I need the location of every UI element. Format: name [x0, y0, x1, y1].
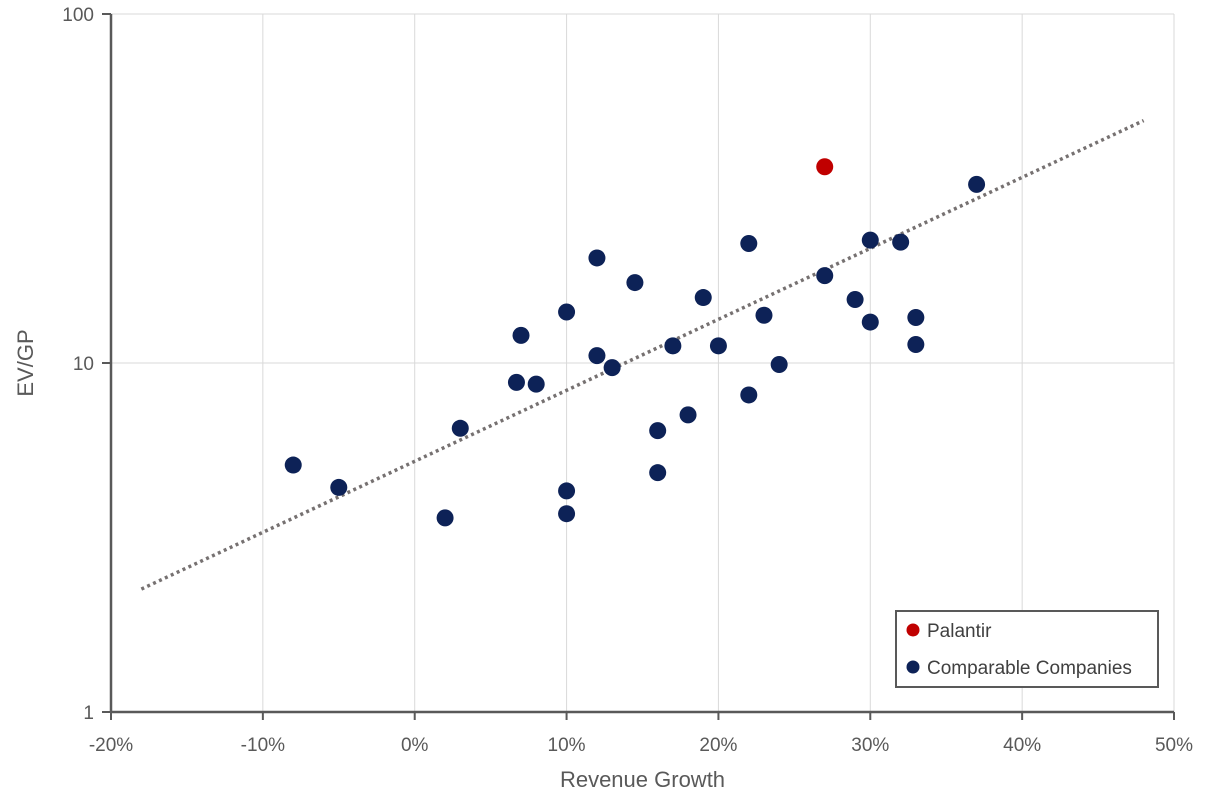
x-tick-label: 50%: [1155, 735, 1193, 756]
comparable-company-point: [892, 233, 910, 251]
comparable-company-point: [816, 267, 834, 285]
x-tick-label: -10%: [241, 735, 285, 756]
legend-marker-palantir: [906, 623, 920, 637]
comparable-company-point: [755, 306, 773, 324]
x-axis-title: Revenue Growth: [560, 767, 725, 792]
comparable-company-point: [709, 337, 727, 355]
x-tick-label: 0%: [401, 735, 429, 756]
x-tick-label: 10%: [548, 735, 586, 756]
comparable-company-point: [664, 337, 682, 355]
x-tick-label: -20%: [89, 735, 133, 756]
y-axis-title: EV/GP: [13, 329, 38, 396]
tick-labels: -20% -10% 0% 10% 20% 30% 40% 50% 1 10 100: [62, 5, 1193, 756]
comparable-company-point: [679, 406, 697, 424]
comparable-company-point: [603, 359, 621, 377]
comparable-company-point: [770, 356, 788, 374]
trendline: [140, 118, 1145, 591]
comparable-company-point: [740, 234, 758, 252]
comparable-company-point: [436, 509, 454, 527]
axes: [102, 13, 1175, 720]
comparable-company-point: [588, 347, 606, 365]
comparable-company-point: [284, 456, 302, 474]
x-tick-label: 40%: [1003, 735, 1041, 756]
comparable-company-point: [588, 249, 606, 267]
comparable-company-point: [330, 478, 348, 496]
legend-label-palantir: Palantir: [927, 621, 992, 642]
comparable-company-point: [527, 375, 545, 393]
gridlines: [111, 13, 1175, 712]
data-points: [284, 158, 986, 527]
comparable-company-point: [649, 422, 667, 440]
comparable-company-point: [558, 303, 576, 321]
comparable-company-point: [451, 419, 469, 437]
comparable-company-point: [861, 231, 879, 249]
comparable-company-point: [649, 464, 667, 482]
comparable-company-point: [558, 482, 576, 500]
comparable-company-point: [694, 289, 712, 307]
comparable-company-point: [968, 175, 986, 193]
comparable-company-point: [626, 274, 644, 292]
y-tick-label: 100: [62, 5, 94, 26]
comparable-company-point: [512, 326, 530, 344]
comparable-company-point: [907, 309, 925, 327]
legend-label-comparable-companies: Comparable Companies: [927, 658, 1132, 679]
legend-box: [895, 610, 1159, 688]
x-tick-label: 30%: [851, 735, 889, 756]
comparable-company-point: [507, 373, 525, 391]
comparable-company-point: [740, 386, 758, 404]
legend-marker-comparable-companies: [906, 660, 920, 674]
x-tick-label: 20%: [699, 735, 737, 756]
trendline-layer: [140, 118, 1145, 591]
comparable-company-point: [861, 313, 879, 331]
y-tick-label: 10: [73, 354, 94, 375]
y-tick-label: 1: [83, 703, 94, 724]
palantir-point: [816, 158, 834, 176]
comparable-company-point: [846, 291, 864, 309]
legend: Palantir Comparable Companies: [895, 610, 1159, 688]
comparable-company-point: [907, 335, 925, 353]
comparable-company-point: [558, 505, 576, 523]
